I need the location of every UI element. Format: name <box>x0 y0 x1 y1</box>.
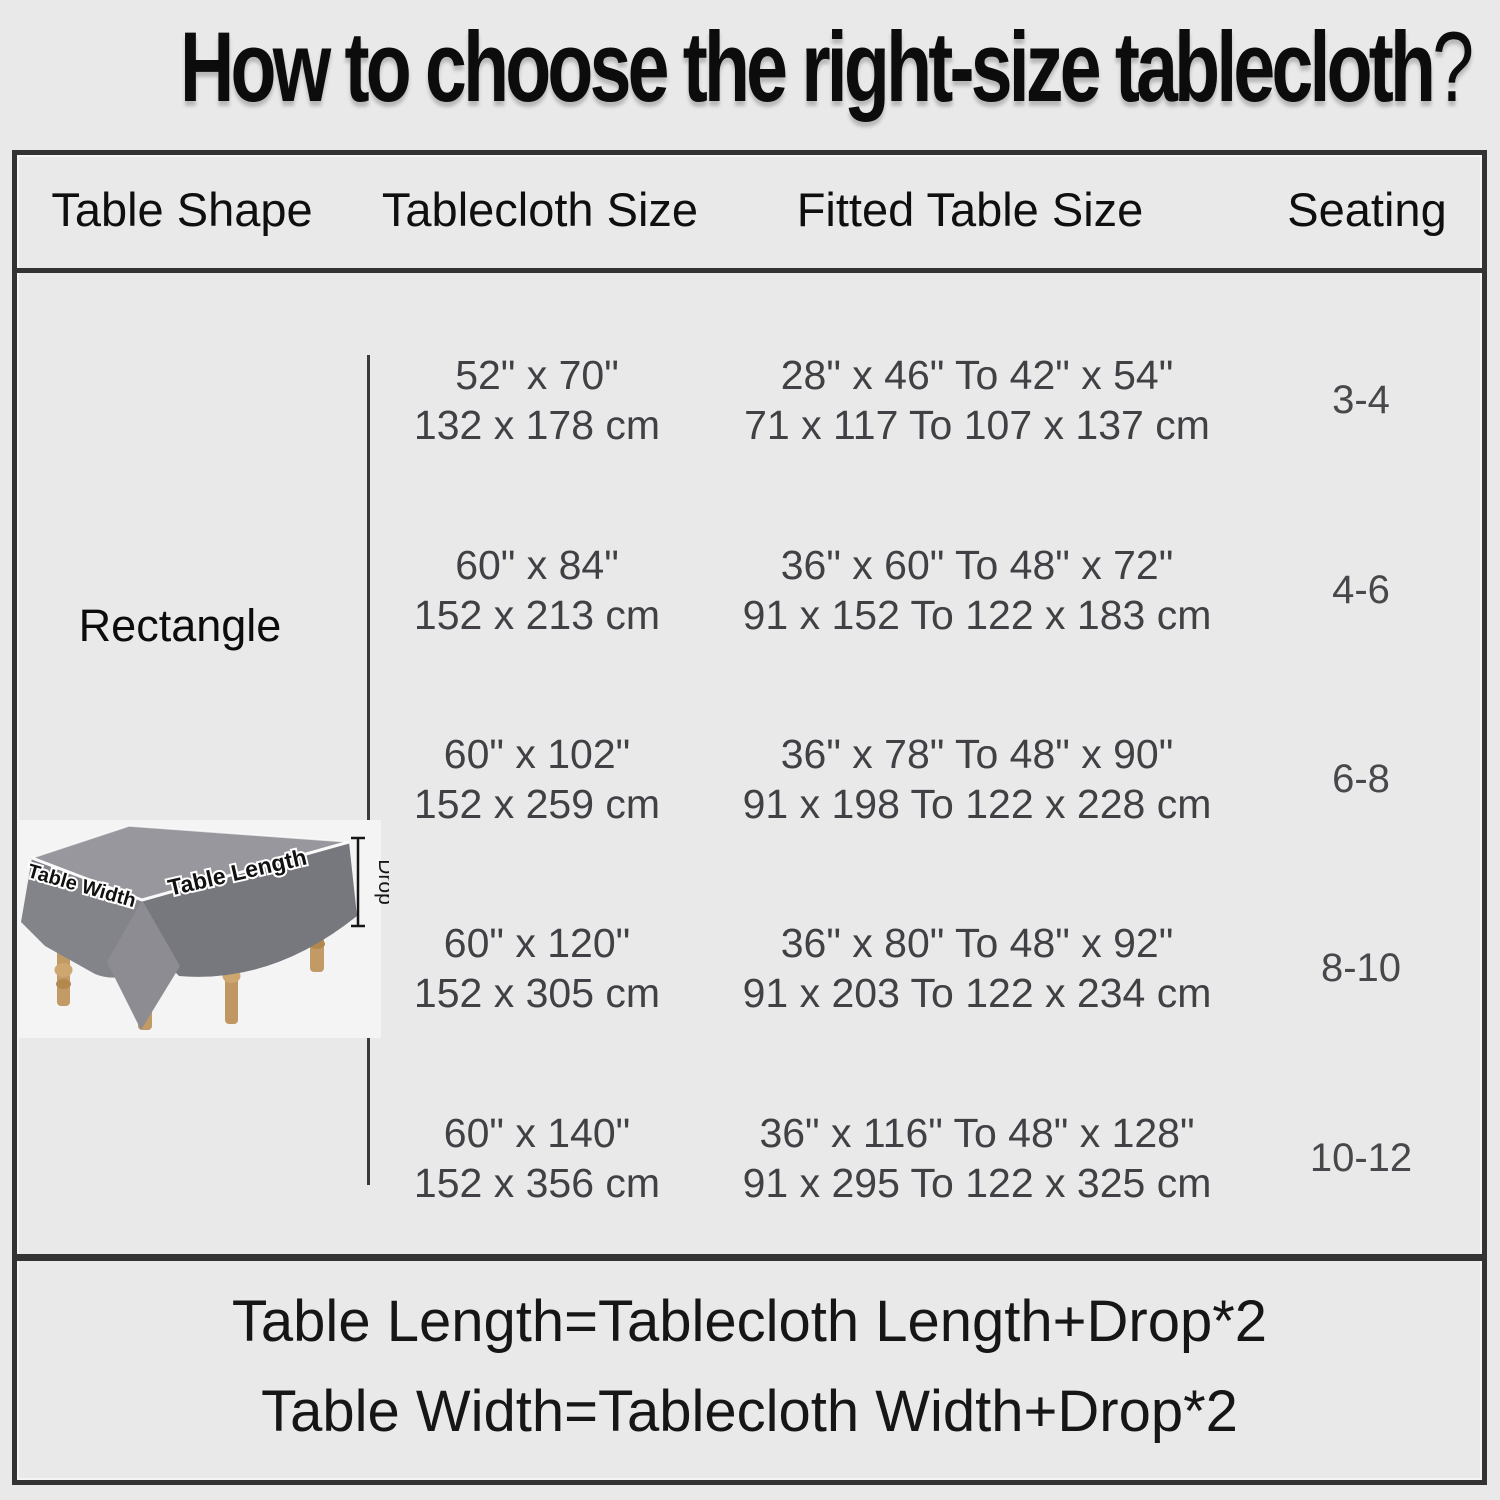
tablecloth-front-drape <box>142 842 357 977</box>
tablecloth-size-cell: 60" x 84" 152 x 213 cm <box>413 542 661 638</box>
page-title-text: How to choose the right-size tablecloth <box>180 11 1436 122</box>
table-shape-value: Rectangle <box>78 600 282 651</box>
tablecloth-corner-drape <box>107 900 180 1030</box>
seating-cell: 4-6 <box>1332 568 1390 612</box>
page-title: How to choose the right-size tablecloth? <box>180 8 1474 126</box>
column-header-fitted-table-size: Fitted Table Size <box>796 183 1144 236</box>
seating-cell: 10-12 <box>1309 1136 1413 1180</box>
header-separator-line <box>15 268 1484 273</box>
drop-label: Drop <box>374 859 389 905</box>
drop-measure-line <box>351 836 365 928</box>
fitted-table-size-cell: 36" x 116" To 48" x 128" 91 x 295 To 122 … <box>742 1110 1212 1206</box>
page-title-question-mark: ? <box>1432 11 1475 122</box>
table-length-formula: Table Length=Tablecloth Length+Drop*2 <box>231 1289 1268 1354</box>
seating-cell: 6-8 <box>1332 757 1390 801</box>
tablecloth-back-piping <box>31 825 350 859</box>
column-header-tablecloth-size: Tablecloth Size <box>381 183 699 236</box>
tablecloth-size-cell: 60" x 102" 152 x 259 cm <box>413 731 661 827</box>
column-header-table-shape: Table Shape <box>51 183 313 236</box>
tablecloth-edge-piping <box>31 840 350 902</box>
tablecloth-size-cell: 60" x 120" 152 x 305 cm <box>413 920 661 1016</box>
column-divider-line <box>367 355 370 1185</box>
tablecloth-size-cell: 60" x 140" 152 x 356 cm <box>413 1110 661 1206</box>
fitted-table-size-cell: 28" x 46" To 42" x 54" 71 x 117 To 107 x … <box>744 352 1210 448</box>
table-width-formula: Table Width=Tablecloth Width+Drop*2 <box>261 1379 1238 1444</box>
column-header-seating: Seating <box>1287 183 1447 236</box>
formula-separator-line <box>15 1254 1484 1261</box>
size-table-panel: Table Shape Tablecloth Size Fitted Table… <box>12 150 1487 1485</box>
tablecloth-top-surface <box>32 826 349 900</box>
fitted-table-size-cell: 36" x 60" To 48" x 72" 91 x 152 To 122 x … <box>742 542 1212 638</box>
seating-cell: 3-4 <box>1332 378 1390 422</box>
fitted-table-size-cell: 36" x 78" To 48" x 90" 91 x 198 To 122 x … <box>742 731 1212 827</box>
tablecloth-size-cell: 52" x 70" 132 x 178 cm <box>413 352 661 448</box>
tablecloth-illustration: Table Width Table Length Drop <box>19 820 389 1038</box>
fitted-table-size-cell: 36" x 80" To 48" x 92" 91 x 203 To 122 x … <box>742 920 1212 1016</box>
seating-cell: 8-10 <box>1320 946 1402 990</box>
